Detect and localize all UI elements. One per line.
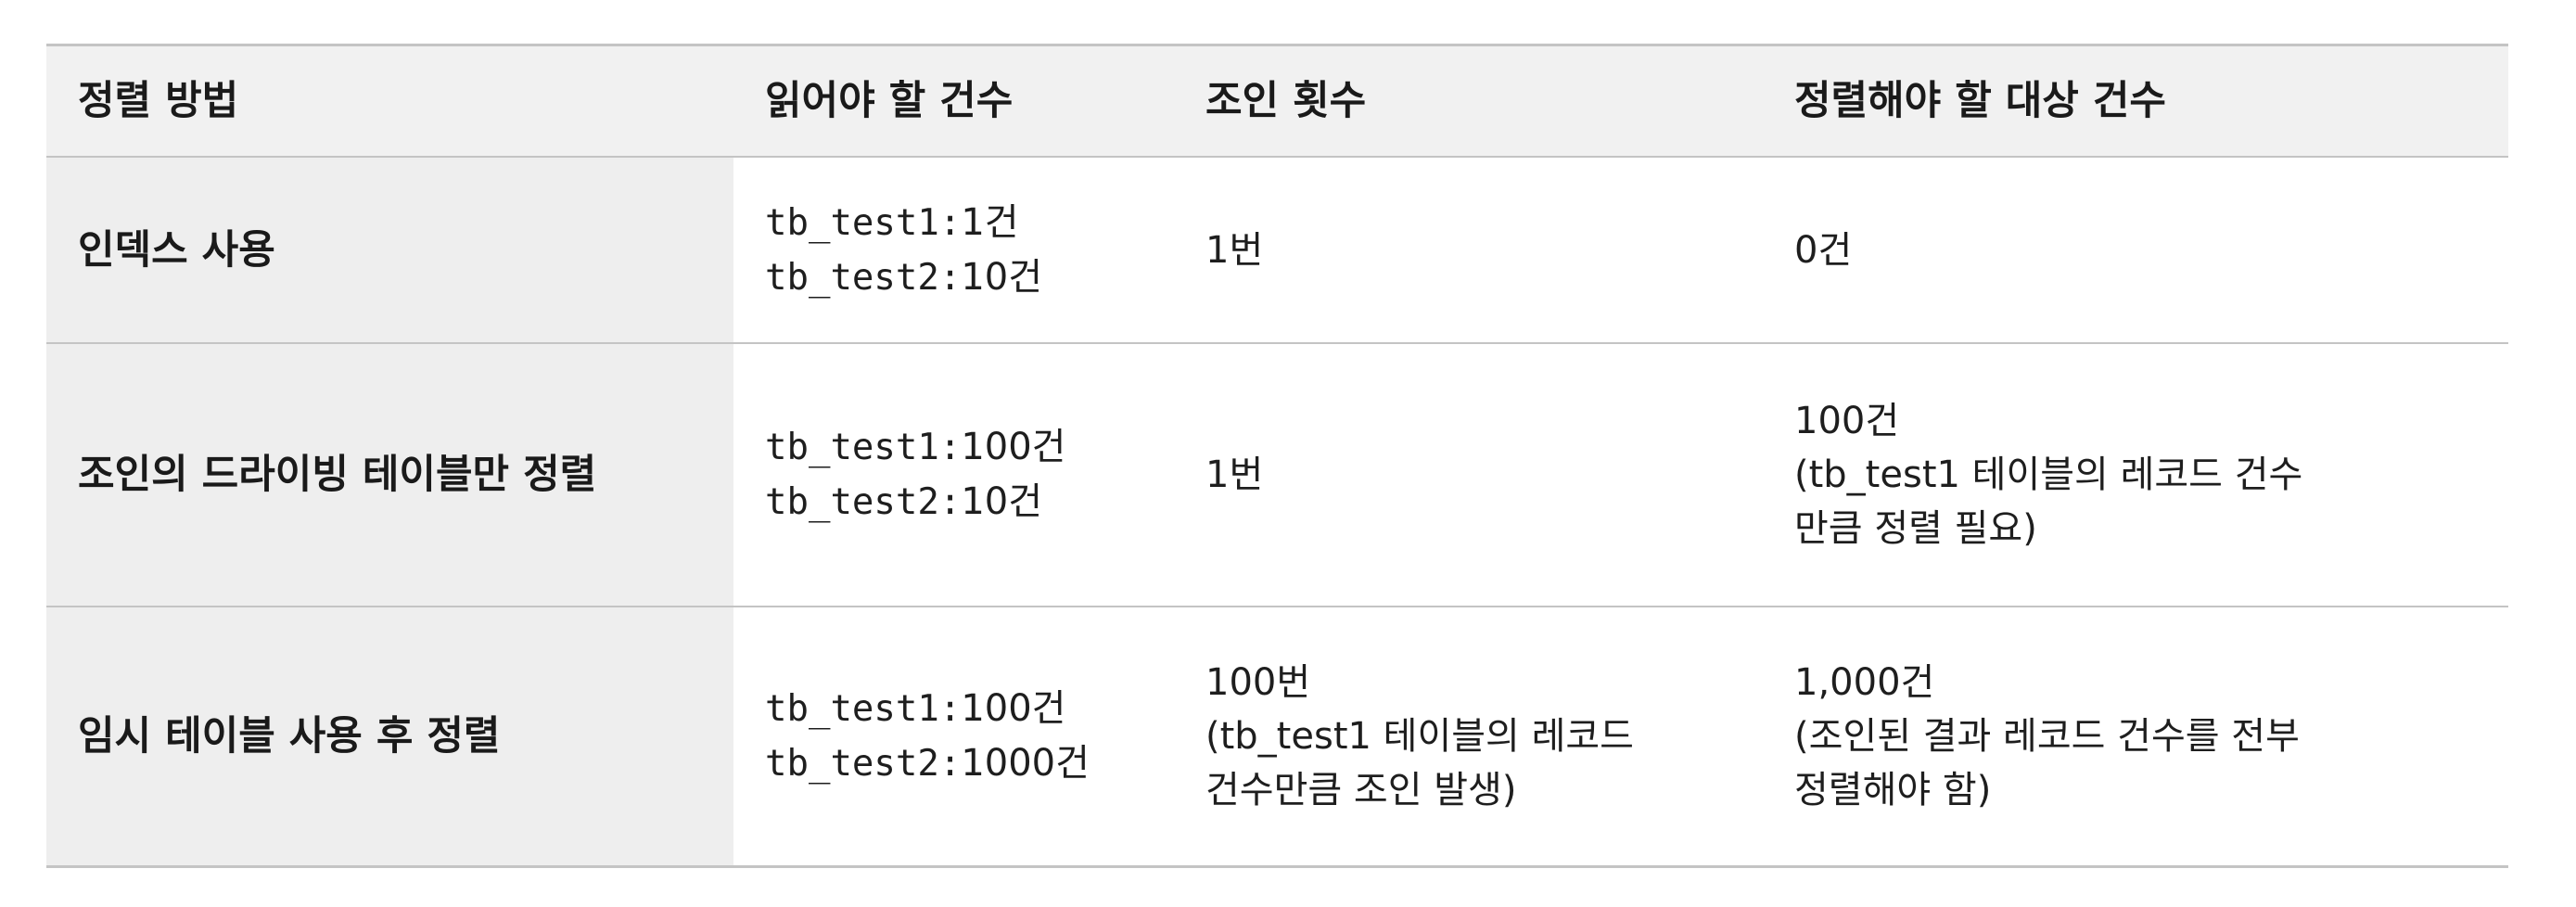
read-count: 100건 [961, 426, 1066, 468]
sort-target-line: 1,000건 [1794, 661, 1935, 704]
row-2-reads: tb_test1:100건 tb_test2:10건 [733, 344, 1174, 606]
header-sort-target-count: 정렬해야 할 대상 건수 [1794, 78, 2166, 124]
read-line: tb_test1:1건 [765, 196, 1019, 250]
row-2-label-background [46, 344, 733, 606]
row-1-joins: 1번 [1174, 158, 1763, 342]
table-header-row [46, 46, 2508, 157]
header-sort-method: 정렬 방법 [78, 78, 239, 124]
row-2-sort-targets: 100건 (tb_test1 테이블의 레코드 건수 만큼 정렬 필요) [1763, 344, 2508, 606]
table-name: tb_test2: [765, 743, 962, 785]
read-line: tb_test2:10건 [765, 475, 1042, 530]
header-join-count: 조인 횟수 [1205, 78, 1367, 124]
table-top-rule [46, 44, 2508, 46]
row-2-joins: 1번 [1174, 344, 1763, 606]
read-count: 1건 [961, 200, 1019, 244]
table-name: tb_test1: [765, 688, 962, 730]
row-3-method: 임시 테이블 사용 후 정렬 [78, 713, 501, 760]
sort-target-line: 100건 [1794, 400, 1900, 442]
header-read-count: 읽어야 할 건수 [765, 78, 1014, 124]
row-3-label-background [46, 607, 733, 865]
read-line: tb_test1:100건 [765, 420, 1065, 475]
join-line: 1번 [1205, 228, 1264, 272]
table-bottom-rule [46, 865, 2508, 868]
table-name: tb_test2: [765, 256, 962, 299]
read-line: tb_test2:10건 [765, 250, 1042, 305]
join-line: 건수만큼 조인 발생) [1205, 769, 1517, 811]
row-3-sort-targets: 1,000건 (조인된 결과 레코드 건수를 전부 정렬해야 함) [1763, 607, 2508, 865]
read-count: 10건 [961, 480, 1043, 523]
table-name: tb_test2: [765, 481, 962, 523]
join-line: 100번 [1205, 661, 1311, 704]
row-1-sort-targets: 0건 [1763, 158, 2508, 342]
sort-target-line: 정렬해야 함) [1794, 769, 1992, 811]
join-line: (tb_test1 테이블의 레코드 [1205, 715, 1634, 758]
row-2-method: 조인의 드라이빙 테이블만 정렬 [78, 452, 597, 498]
sort-method-comparison-table: 정렬 방법 읽어야 할 건수 조인 횟수 정렬해야 할 대상 건수 인덱스 사용… [46, 44, 2508, 868]
sort-target-line: (조인된 결과 레코드 건수를 전부 [1794, 715, 2300, 758]
table-name: tb_test1: [765, 427, 962, 468]
header-divider [46, 156, 2508, 158]
table-name: tb_test1: [765, 201, 962, 244]
row-3-reads: tb_test1:100건 tb_test2:1000건 [733, 607, 1174, 865]
row-1-method: 인덱스 사용 [78, 226, 275, 274]
read-count: 100건 [961, 687, 1066, 730]
sort-target-line: (tb_test1 테이블의 레코드 건수 [1794, 454, 2303, 496]
join-line: 1번 [1205, 454, 1264, 496]
row-1-label-background [46, 157, 733, 342]
row-divider [46, 606, 2508, 607]
row-1-reads: tb_test1:1건 tb_test2:10건 [733, 158, 1174, 342]
sort-target-line: 0건 [1794, 228, 1853, 272]
read-line: tb_test2:1000건 [765, 736, 1090, 791]
sort-target-line: 만큼 정렬 필요) [1794, 507, 2037, 550]
read-count: 10건 [961, 255, 1043, 299]
read-line: tb_test1:100건 [765, 682, 1065, 736]
read-count: 1000건 [961, 742, 1090, 785]
row-divider [46, 342, 2508, 344]
row-3-joins: 100번 (tb_test1 테이블의 레코드 건수만큼 조인 발생) [1174, 607, 1763, 865]
